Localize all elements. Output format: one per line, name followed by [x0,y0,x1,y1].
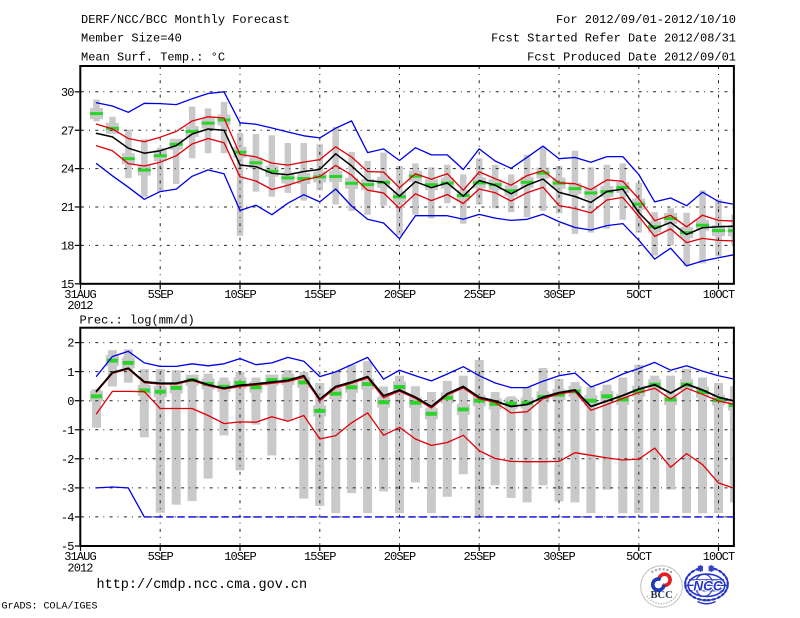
svg-text:-5: -5 [61,540,74,554]
svg-text:NCC: NCC [693,578,722,593]
svg-text:1: 1 [67,366,74,380]
svg-text:15SEP: 15SEP [304,288,336,302]
svg-text:2: 2 [67,337,74,351]
svg-text:Mean Surf. Temp.: °C: Mean Surf. Temp.: °C [81,51,225,65]
svg-text:25SEP: 25SEP [463,288,495,302]
svg-text:-2: -2 [61,453,74,467]
svg-text:BCC: BCC [651,590,673,601]
svg-text:5OCT: 5OCT [626,288,652,302]
svg-text:31AUG: 31AUG [64,550,96,564]
svg-text:10SEP: 10SEP [224,550,256,564]
svg-text:-4: -4 [61,511,74,525]
svg-text:2012: 2012 [67,562,93,576]
svg-text:10SEP: 10SEP [224,288,256,302]
svg-text:10OCT: 10OCT [703,550,735,564]
svg-text:15SEP: 15SEP [304,550,336,564]
svg-text:DERF/NCC/BCC Monthly Forecast: DERF/NCC/BCC Monthly Forecast [81,13,290,27]
svg-text:2012: 2012 [67,299,93,313]
svg-text:http://cmdp.ncc.cma.gov.cn: http://cmdp.ncc.cma.gov.cn [97,578,308,593]
svg-text:Prec.: log(mm/d): Prec.: log(mm/d) [80,313,195,327]
svg-text:-1: -1 [61,424,74,438]
svg-text:15: 15 [61,278,74,292]
svg-text:For 2012/09/01-2012/10/10: For 2012/09/01-2012/10/10 [556,13,736,27]
svg-text:5SEP: 5SEP [148,288,174,302]
svg-text:Fcst Started Refer Date 2012/0: Fcst Started Refer Date 2012/08/31 [491,32,736,46]
svg-text:GrADS: COLA/IGES: GrADS: COLA/IGES [2,601,98,613]
svg-text:18: 18 [61,240,74,254]
svg-text:21: 21 [61,201,74,215]
svg-text:27: 27 [61,124,74,138]
svg-text:24: 24 [61,163,74,177]
svg-text:30SEP: 30SEP [543,288,575,302]
svg-text:20SEP: 20SEP [384,550,416,564]
svg-text:5OCT: 5OCT [626,550,652,564]
svg-text:Member Size=40: Member Size=40 [81,32,182,46]
svg-text:30SEP: 30SEP [543,550,575,564]
svg-text:0: 0 [67,395,74,409]
svg-text:5SEP: 5SEP [148,550,174,564]
svg-text:30: 30 [61,86,74,100]
svg-text:25SEP: 25SEP [463,550,495,564]
svg-text:Fcst Produced Date 2012/09/01: Fcst Produced Date 2012/09/01 [527,51,736,65]
svg-text:10OCT: 10OCT [703,288,735,302]
svg-text:20SEP: 20SEP [384,288,416,302]
svg-text:-3: -3 [61,482,74,496]
svg-text:31AUG: 31AUG [64,288,96,302]
